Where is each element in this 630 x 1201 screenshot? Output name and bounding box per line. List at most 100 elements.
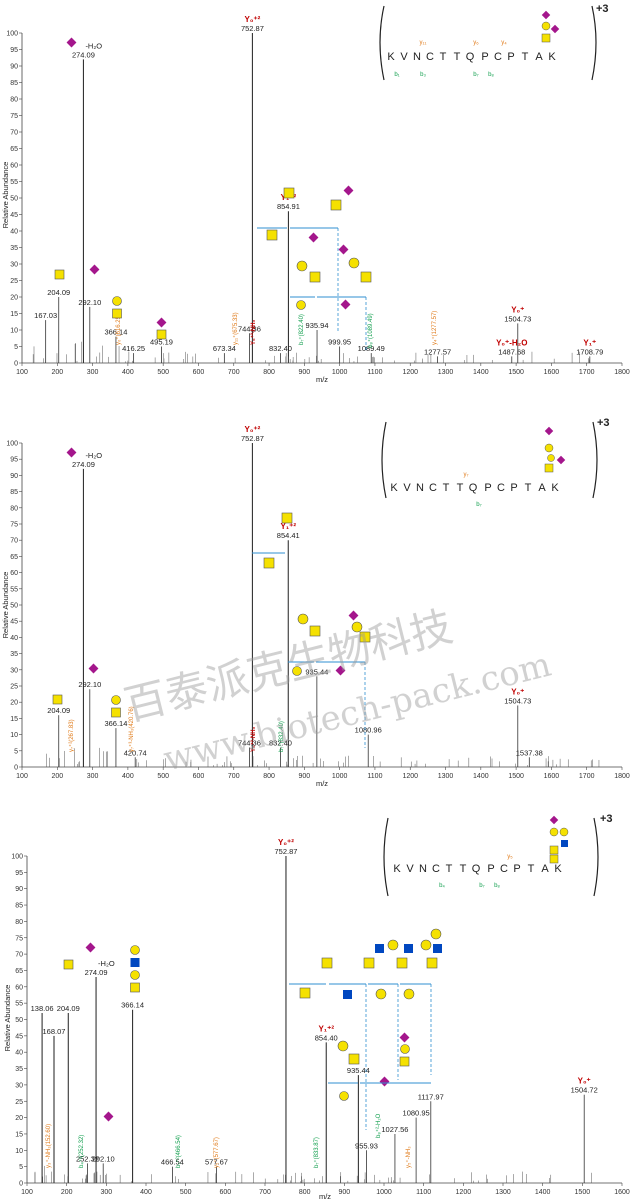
hexnac-square-icon: [549, 845, 559, 855]
y-tick-label: 45: [10, 619, 18, 626]
x-tick-label: 900: [338, 1189, 350, 1196]
y-ticks: 0 5 10 15 20 25 30 35 40 45 50 55 60 65 70 75 80 85 90 95 10…: [6, 31, 22, 368]
ion-label: Y₀⁺: [578, 1077, 591, 1086]
hexnac-square-icon: [112, 308, 122, 319]
hexnac-square-icon: [348, 1053, 360, 1065]
x-tick-label: 1600: [544, 773, 560, 780]
hexose-circle-icon: [297, 613, 309, 625]
hexnac-square-icon: [63, 959, 74, 970]
peaks: [45, 33, 591, 363]
residue: V: [403, 482, 411, 494]
y-tick-label: 80: [10, 505, 18, 512]
y-tick-label: 0: [14, 765, 18, 772]
x-tick-label: 1200: [402, 369, 418, 376]
x-tick-label: 500: [180, 1189, 192, 1196]
fragment-annotations: y₁₁⁺(675.33) Y₀⁺²-NH₃ y₆⁺(616.25) b₇⁺(822.4…: [115, 311, 438, 348]
ion-labels: -H₂O Y₀⁺² Y₁⁺² Y₀⁺: [85, 425, 524, 696]
residue: T: [454, 51, 461, 63]
residue: C: [494, 51, 502, 63]
x-tick-label: 1200: [456, 1189, 472, 1196]
y-tick-label: 65: [10, 554, 18, 561]
hexnac-square-icon: [266, 229, 278, 241]
hexnac-square-icon: [541, 33, 551, 43]
sialic-diamond-icon: [550, 24, 560, 34]
x-tick-label: 600: [193, 369, 205, 376]
peak-label: 204.09: [57, 1004, 80, 1013]
sialic-diamond-icon: [338, 244, 349, 255]
x-tick-label: 100: [16, 773, 28, 780]
site-label: b₈: [488, 72, 494, 78]
residue: V: [400, 51, 408, 63]
y-tick-label: 15: [10, 716, 18, 723]
fragment-annotation: y₅⁺-NH₃: [405, 1146, 412, 1168]
y-tick-label: 85: [10, 80, 18, 87]
residue: K: [390, 482, 398, 494]
residue: T: [528, 863, 535, 875]
ion-label: Y₀⁺-H₂O: [496, 338, 527, 347]
fragment-annotation: b₄⁺²(252.32): [78, 1135, 85, 1168]
peak-label: 274.09: [72, 50, 95, 59]
y-tick-label: 75: [10, 113, 18, 120]
charge-label: +3: [596, 3, 609, 15]
peak-label: 495.19: [150, 338, 173, 347]
y-tick-label: 95: [15, 870, 23, 877]
site-labels: b₇ y₇: [463, 472, 481, 508]
site-label: b₄: [439, 883, 445, 889]
hexnac-square-icon: [52, 694, 63, 705]
x-tick-label: 1700: [579, 773, 595, 780]
site-label: y₁₁: [419, 40, 426, 46]
peak-label: 1080.95: [403, 1109, 430, 1118]
peak-label: 999.95: [328, 338, 351, 347]
fragment-annotations: y₃⁺-NH₃(152.60) b₄⁺²(252.32) b₇⁺²(466.54) y…: [45, 1113, 412, 1168]
peak-label: 204.09: [47, 706, 70, 715]
site-label: y₇: [463, 472, 468, 478]
hexose-circle-icon: [130, 945, 140, 955]
x-tick-label: 400: [122, 773, 134, 780]
peaks: [58, 443, 530, 767]
y-tick-label: 30: [15, 1082, 23, 1089]
y-tick-label: 30: [10, 667, 18, 674]
ion-label: Y₀⁺²: [245, 15, 261, 24]
hexose-circle-icon: [559, 827, 569, 837]
y-tick-label: 50: [10, 603, 18, 610]
peak-label: 854.91: [277, 202, 300, 211]
residue: P: [481, 51, 488, 63]
fragment-annotation: Y₀⁺²-NH₃: [250, 726, 257, 752]
spectrum-panel-2: Relative Abundance m/z 100 200 300 400 500 60…: [1, 417, 630, 788]
x-tick-label: 1200: [402, 773, 418, 780]
noise-peaks: [32, 341, 590, 363]
sialic-diamond-icon: [556, 455, 566, 465]
residue: A: [538, 482, 546, 494]
y-tick-label: 90: [15, 886, 23, 893]
peak-label: 138.06: [31, 1004, 54, 1013]
x-tick-label: 800: [299, 1189, 311, 1196]
noise-peaks: [34, 1165, 592, 1183]
peak-label: 1504.73: [504, 696, 531, 705]
y-tick-label: 70: [15, 952, 23, 959]
site-labels: b₁ b₃ b₇ b₈ y₁₁ y₆ y₄: [394, 40, 507, 78]
sialic-diamond-icon: [340, 299, 351, 310]
ion-label: -H₂O: [85, 41, 102, 50]
y-tick-label: 95: [10, 457, 18, 464]
hexnac-square-icon: [130, 982, 140, 993]
hexnac-square-icon: [281, 512, 293, 524]
fragment-annotation: y₇⁺²(267.83): [68, 719, 75, 752]
x-ticks: 100 200 300 400 500 600 700 800 900 1000 1100 1200 1…: [16, 363, 630, 376]
y-tick-label: 5: [14, 748, 18, 755]
fragment-annotation: b₈⁺²-H₂O: [375, 1113, 382, 1138]
sialic-diamond-icon: [308, 232, 319, 243]
residue: T: [446, 863, 453, 875]
fragment-annotation: b₇⁺(833.87): [313, 1137, 320, 1168]
hexose-circle-icon: [351, 621, 363, 633]
y-tick-label: 20: [10, 700, 18, 707]
ion-labels: -H₂O Y₀⁺² Y₁⁺² Y₀⁺: [98, 838, 591, 1086]
y-tick-label: 55: [10, 179, 18, 186]
peak-label: 1537.38: [516, 748, 543, 757]
peak-labels: 274.09 752.87 204.09 292.10 167.03 366.14 416.…: [34, 24, 603, 356]
hexose-circle-icon: [348, 257, 360, 269]
